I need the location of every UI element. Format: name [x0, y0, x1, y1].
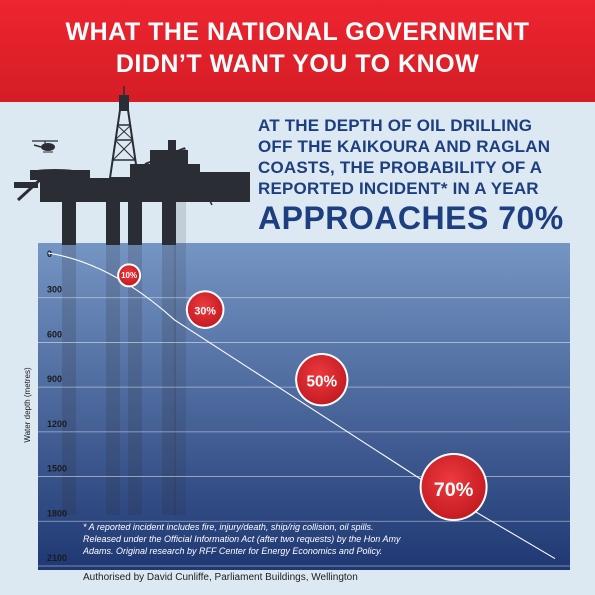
authorised-by: Authorised by David Cunliffe, Parliament… [83, 572, 358, 583]
rig-legs [62, 200, 186, 515]
oil-rig-icon [14, 86, 250, 206]
marker-label: 70% [434, 479, 474, 501]
marker-bubble [297, 355, 347, 405]
footnote-line-3: Adams. Original research by RFF Center f… [83, 546, 383, 556]
y-tick-labels: 0 300 600 900 1200 1500 1800 2100 Water depth (m… [23, 249, 67, 563]
title-line-1: WHAT THE NATIONAL GOVERNMENT [65, 18, 530, 46]
headline: APPROACHES 70% [258, 200, 564, 236]
y-tick-label: 1200 [47, 419, 67, 429]
title-line-2: DIDN’T WANT YOU TO KNOW [115, 50, 480, 78]
y-tick-label: 2100 [47, 553, 67, 563]
probability-marker: 50% [295, 353, 349, 407]
probability-marker: 30% [185, 290, 225, 329]
marker-label: 30% [194, 305, 216, 317]
y-axis-label: Water depth (metres) [23, 367, 32, 443]
footnote-line-1: * A reported incident includes fire, inj… [83, 522, 374, 532]
marker-label: 50% [306, 374, 337, 391]
footnote-line-2: Released under the Official Information … [83, 534, 401, 544]
intro-line-2: OFF THE KAIKOURA AND RAGLAN [258, 137, 551, 156]
y-tick-label: 600 [47, 329, 62, 339]
y-tick-label: 1800 [47, 508, 67, 518]
y-tick-label: 300 [47, 285, 62, 295]
probability-marker: 70% [419, 453, 488, 522]
intro-line-3: COASTS, THE PROBABILITY OF A [258, 158, 543, 177]
probability-marker: 10% [117, 263, 142, 288]
intro-line-1: AT THE DEPTH OF OIL DRILLING [258, 116, 533, 135]
title-banner: WHAT THE NATIONAL GOVERNMENT DIDN’T WANT… [0, 0, 595, 102]
probability-markers: 10% 30% 50% 70% [117, 263, 488, 522]
helicopter-icon [32, 140, 58, 153]
marker-bubble [187, 292, 223, 327]
marker-bubble [119, 265, 140, 286]
y-tick-label: 0 [47, 249, 52, 259]
intro-line-4: REPORTED INCIDENT* IN A YEAR [258, 179, 539, 198]
y-tick-label: 900 [47, 374, 62, 384]
marker-label: 10% [121, 271, 137, 280]
y-tick-label: 1500 [47, 464, 67, 474]
marker-bubble [421, 455, 486, 520]
